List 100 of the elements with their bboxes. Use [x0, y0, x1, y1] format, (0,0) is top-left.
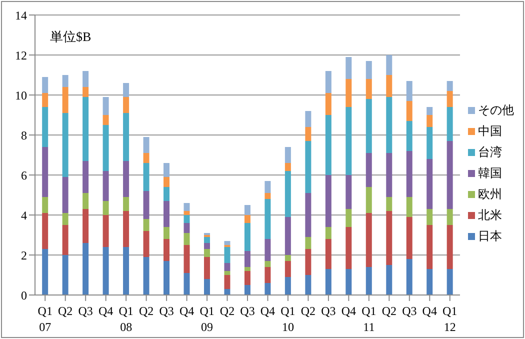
bar	[305, 275, 312, 295]
bar	[244, 267, 250, 271]
bar	[102, 215, 109, 247]
bar	[244, 271, 250, 285]
bar	[184, 245, 190, 273]
bar	[224, 247, 230, 263]
bar	[264, 193, 271, 199]
bar	[102, 97, 109, 115]
x-tick-label: Q1 11	[362, 304, 376, 334]
bar	[42, 77, 48, 93]
y-tick-label: 2	[21, 248, 27, 262]
legend-label: その他	[478, 102, 514, 119]
bar	[284, 171, 291, 217]
bar	[143, 163, 150, 191]
bar	[82, 87, 89, 97]
bar	[82, 243, 89, 295]
bar	[366, 187, 372, 213]
legend-label: 日本	[478, 228, 502, 245]
bar	[123, 211, 130, 247]
bar	[406, 81, 412, 101]
x-tick-label: Q3	[159, 304, 174, 318]
bar	[164, 239, 170, 261]
bar	[204, 249, 210, 257]
bar	[446, 141, 453, 209]
bar	[42, 147, 48, 197]
bar	[244, 205, 250, 215]
bar	[264, 283, 271, 295]
bar	[305, 141, 312, 193]
bar	[204, 279, 210, 295]
bar	[62, 87, 68, 113]
bar	[224, 263, 230, 271]
bar	[62, 225, 68, 255]
bar	[62, 213, 68, 225]
x-tick-label: Q4	[179, 304, 194, 318]
bar	[346, 175, 352, 209]
bar	[164, 163, 170, 177]
x-tick-label: Q2	[220, 304, 235, 318]
x-tick-label: Q1 12	[442, 304, 458, 334]
bar	[143, 219, 150, 231]
bar	[264, 239, 271, 261]
bar	[406, 259, 412, 295]
bar	[224, 289, 230, 295]
x-tick-label: Q2	[58, 304, 73, 318]
x-tick-label: Q3	[78, 304, 93, 318]
bar	[366, 79, 372, 99]
bar	[346, 107, 352, 175]
bar	[143, 137, 150, 153]
bar	[42, 107, 48, 147]
bar	[325, 269, 332, 295]
bar	[406, 121, 412, 151]
bar	[62, 75, 68, 87]
bar	[264, 261, 271, 267]
bar	[62, 255, 68, 295]
bar	[325, 115, 332, 175]
x-tick-label: Q4	[341, 304, 356, 318]
bar	[184, 273, 190, 295]
bar	[305, 249, 312, 275]
bar	[224, 271, 230, 275]
bar	[204, 243, 210, 249]
bar	[426, 115, 433, 127]
bar	[406, 101, 412, 121]
bar	[143, 257, 150, 295]
bar	[224, 275, 230, 289]
bar	[204, 257, 210, 279]
bar	[305, 111, 312, 127]
bar	[346, 57, 352, 79]
bar	[143, 191, 150, 219]
bar	[426, 159, 433, 209]
bar	[346, 79, 352, 107]
bar	[284, 147, 291, 163]
bar	[284, 277, 291, 295]
bar	[284, 261, 291, 277]
bar	[325, 175, 332, 227]
bar	[426, 269, 433, 295]
bar	[284, 163, 291, 171]
bar	[426, 225, 433, 269]
bar	[123, 97, 130, 113]
bar	[284, 255, 291, 261]
bar	[184, 233, 190, 245]
bar	[123, 197, 130, 211]
bar	[82, 193, 89, 209]
bar	[406, 151, 412, 197]
x-tick-label: Q4	[98, 304, 114, 318]
bar	[244, 215, 250, 223]
legend-label: 中国	[478, 123, 502, 140]
bar	[325, 93, 332, 115]
bar	[204, 237, 210, 243]
bar	[82, 209, 89, 243]
bar	[164, 187, 170, 201]
bar	[164, 227, 170, 239]
bar	[62, 113, 68, 177]
y-tick-label: 4	[21, 208, 27, 222]
bar	[123, 83, 130, 97]
bar	[305, 237, 312, 249]
bar	[123, 113, 130, 161]
bar	[244, 285, 250, 295]
x-tick-label: Q1 07	[38, 304, 52, 334]
bar	[325, 71, 332, 93]
x-tick-label: Q3	[402, 304, 417, 318]
bar	[386, 265, 392, 295]
